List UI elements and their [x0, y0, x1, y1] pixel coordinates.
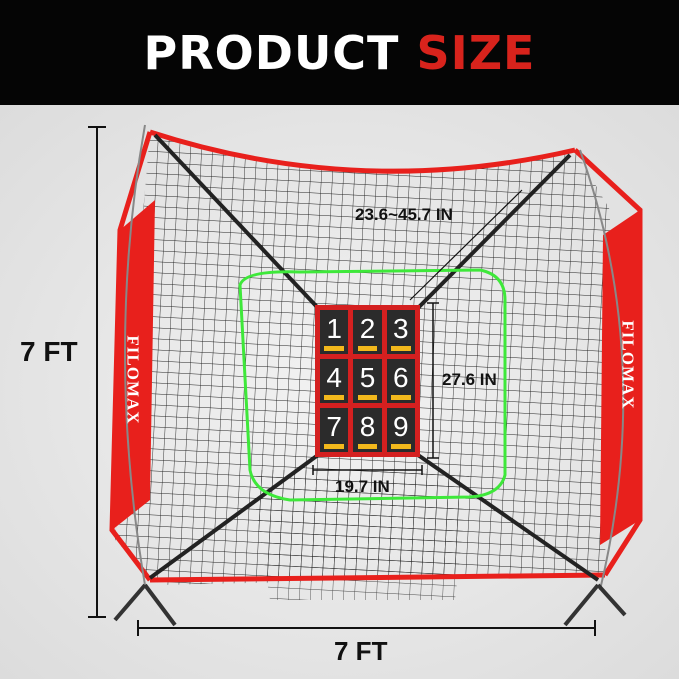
height-dimension-line — [88, 126, 106, 618]
net-pocket — [250, 470, 470, 600]
target-width-line — [312, 465, 423, 475]
zone-number: 8 — [359, 411, 376, 442]
zone-number: 6 — [393, 362, 409, 393]
net-bottom-edge — [149, 572, 606, 583]
width-label: 7 FT — [334, 636, 388, 666]
brand-logo-left: FILOMAX — [123, 335, 143, 425]
frame-base-left2 — [143, 583, 177, 627]
zone-9[interactable]: 9 — [386, 408, 415, 452]
zone-number: 7 — [326, 411, 342, 442]
zone-bar — [357, 444, 378, 449]
left-side-edge — [109, 131, 153, 582]
zone-number: 5 — [359, 362, 376, 393]
frame-pole-right — [579, 149, 625, 591]
zone-bar — [390, 346, 411, 351]
zone-number: 4 — [326, 362, 342, 393]
target-width-label: 19.7 IN — [335, 477, 390, 496]
zone-8[interactable]: 8 — [353, 408, 382, 452]
width-dimension-line — [137, 620, 596, 636]
zone-6[interactable]: 6 — [386, 359, 415, 403]
strap-bottom-left — [148, 453, 320, 580]
strike-zone-outline — [238, 268, 507, 502]
page-title: PRODUCT SIZE — [144, 26, 536, 80]
zone-number: 2 — [359, 313, 376, 344]
zone-2[interactable]: 2 — [353, 310, 382, 354]
frame-pole-left — [124, 124, 146, 586]
zone-bar — [357, 346, 378, 351]
zone-3[interactable]: 3 — [386, 310, 415, 354]
zone-number: 1 — [326, 313, 342, 344]
strap-adjust-line — [409, 189, 523, 301]
right-side-edge — [573, 148, 643, 577]
zone-4[interactable]: 4 — [320, 359, 349, 403]
brand-logo-right: FILOMAX — [618, 320, 638, 410]
strap-top-right — [416, 153, 572, 310]
zone-bar — [324, 395, 345, 400]
zone-number: 9 — [393, 411, 409, 442]
zone-number: 3 — [393, 313, 409, 344]
frame-base-left — [113, 583, 147, 622]
zone-bar — [390, 444, 411, 449]
frame-base-right — [563, 583, 600, 627]
left-side-panel — [112, 200, 155, 530]
net-top-edge — [149, 129, 576, 174]
strike-zone-target: 1 2 3 4 5 6 7 8 9 — [315, 305, 420, 457]
header-banner: PRODUCT SIZE — [0, 0, 679, 105]
title-product: PRODUCT — [143, 25, 400, 80]
zone-bar — [357, 395, 378, 400]
frame-base-right2 — [596, 583, 627, 617]
zone-7[interactable]: 7 — [320, 408, 349, 452]
target-height-line — [427, 302, 439, 459]
height-label: 7 FT — [20, 336, 78, 367]
zone-bar — [324, 444, 345, 449]
right-side-panel — [600, 210, 640, 545]
zone-5[interactable]: 5 — [353, 359, 382, 403]
strap-top-left — [153, 133, 320, 310]
zone-bar — [324, 346, 345, 351]
target-adjust-label: 23.6~45.7 IN — [355, 205, 453, 224]
strap-bottom-right — [416, 453, 600, 582]
target-height-label: 27.6 IN — [442, 370, 497, 389]
title-size: SIZE — [416, 25, 536, 80]
zone-1[interactable]: 1 — [320, 310, 349, 354]
zone-bar — [390, 395, 411, 400]
